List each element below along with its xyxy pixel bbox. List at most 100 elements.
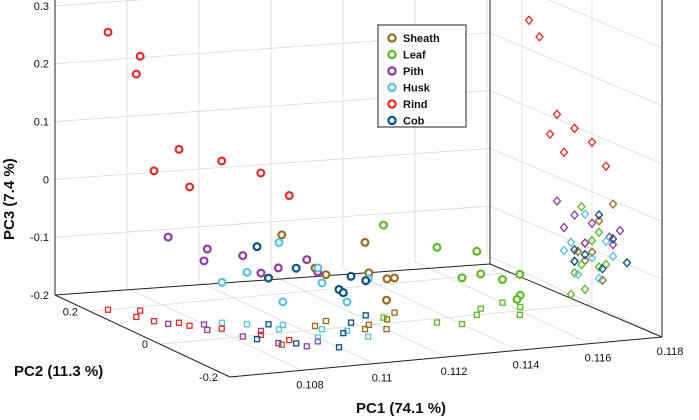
leaf-side-projection <box>601 259 611 270</box>
leaf-side-projection <box>566 289 576 300</box>
z-tick-label: 0.3 <box>34 1 49 13</box>
rind-side-projection <box>535 31 544 42</box>
husk-point <box>317 278 327 288</box>
pith-side-projection <box>615 225 625 236</box>
axis-frame-line <box>54 294 231 378</box>
cob-point <box>338 288 348 298</box>
x-tick-label: 0.112 <box>441 366 468 378</box>
legend-label-cob: Cob <box>403 116 425 128</box>
x-gridline <box>198 281 375 365</box>
rind-point <box>256 168 266 178</box>
cob-point <box>252 242 262 252</box>
grid-layer <box>54 0 663 378</box>
legend: Sheath Leaf Pith Husk Rind Cob <box>377 24 467 128</box>
rind-point <box>149 166 159 176</box>
z-tick-label: 0 <box>43 174 49 186</box>
z-tick-label: -0.1 <box>30 232 49 244</box>
sheath-floor-projection <box>311 322 319 330</box>
legend-marker-cob <box>387 115 397 126</box>
x-tick-label: 0.108 <box>296 379 324 391</box>
x-gridline <box>486 254 663 338</box>
axis-labels: PC1 (74.1 %) PC2 (11.3 %) PC3 (7.4 %) <box>1 158 446 417</box>
rind-floor-projection <box>175 319 183 326</box>
leaf-floor-projection <box>477 305 484 312</box>
cob-floor-projection <box>335 344 343 351</box>
pith-side-projection <box>552 196 562 207</box>
pith-side-projection <box>559 222 569 233</box>
rind-point <box>217 156 227 166</box>
pith-floor-projection <box>257 327 265 335</box>
leaf-floor-projection <box>473 311 480 319</box>
sheath-point <box>321 270 331 280</box>
cob-floor-projection <box>253 335 261 343</box>
husk-floor-projection <box>218 319 226 326</box>
z-gridline <box>489 147 663 222</box>
legend-marker-sheath <box>387 33 397 43</box>
rind-side-projection <box>524 15 534 26</box>
rind-side-projection <box>545 129 555 140</box>
pith-floor-projection <box>303 343 310 350</box>
x-gridline <box>126 287 303 371</box>
legend-marker-pith <box>387 66 397 76</box>
husk-floor-projection <box>314 334 322 341</box>
leaf-side-projection <box>570 267 579 278</box>
rind-point <box>174 144 184 154</box>
sheath-point <box>390 273 400 283</box>
rind-side-projection <box>587 137 597 148</box>
y-tick-label: 0 <box>142 339 148 351</box>
sheath-side-projection <box>587 247 597 258</box>
cob-side-projection <box>594 209 604 220</box>
cob-point <box>291 263 301 273</box>
leaf-point <box>515 269 525 279</box>
rind-point <box>135 51 145 61</box>
husk-side-projection <box>566 237 576 248</box>
legend-label-rind: Rind <box>403 99 427 111</box>
z-gridline <box>54 205 491 238</box>
x-tick-label: 0.116 <box>585 353 612 365</box>
legend-marker-husk <box>387 82 397 93</box>
sheath-point <box>382 274 392 284</box>
x-gridline <box>270 274 447 358</box>
rind-floor-projection <box>133 313 140 321</box>
husk-floor-projection <box>275 326 283 333</box>
husk-point <box>242 267 252 277</box>
rind-point <box>103 27 113 37</box>
leaf-side-projection <box>577 259 586 270</box>
cob-side-projection <box>598 263 607 274</box>
rind-floor-projection <box>137 307 144 314</box>
sheath-side-projection <box>580 238 590 249</box>
pith-point <box>163 232 173 242</box>
husk-floor-projection <box>279 321 286 329</box>
legend-label-sheath: Sheath <box>403 33 440 45</box>
sheath-floor-projection <box>383 316 391 323</box>
husk-floor-projection <box>365 333 372 340</box>
pith-side-projection <box>605 232 614 243</box>
husk-side-projection <box>587 252 597 263</box>
leaf-point <box>432 242 442 252</box>
rind-point <box>131 69 141 79</box>
cob-point <box>361 276 371 286</box>
legend-label-pith: Pith <box>403 66 424 78</box>
pith-floor-projection <box>200 321 208 328</box>
husk-point <box>342 297 352 307</box>
leaf-point <box>512 294 522 304</box>
husk-point <box>278 297 288 307</box>
rind-side-projection <box>570 123 579 134</box>
z-gridline <box>489 205 663 280</box>
x-tick-label: 0.114 <box>513 359 540 371</box>
sheath-floor-projection <box>383 325 390 333</box>
leaf-point <box>476 269 486 279</box>
pith-side-projection <box>608 239 618 250</box>
cob-side-projection <box>580 249 590 260</box>
husk-floor-projection <box>243 321 251 328</box>
pith-point <box>238 251 248 261</box>
leaf-point <box>472 246 482 256</box>
sheath-floor-projection <box>278 341 285 348</box>
sheath-floor-projection <box>361 325 369 333</box>
x-tick-label: 0.11 <box>372 373 393 385</box>
pith-point <box>199 256 209 266</box>
rind-side-projection <box>559 147 569 158</box>
pith-floor-projection <box>165 320 172 327</box>
leaf-point <box>457 273 467 283</box>
sheath-side-projection <box>580 255 590 266</box>
